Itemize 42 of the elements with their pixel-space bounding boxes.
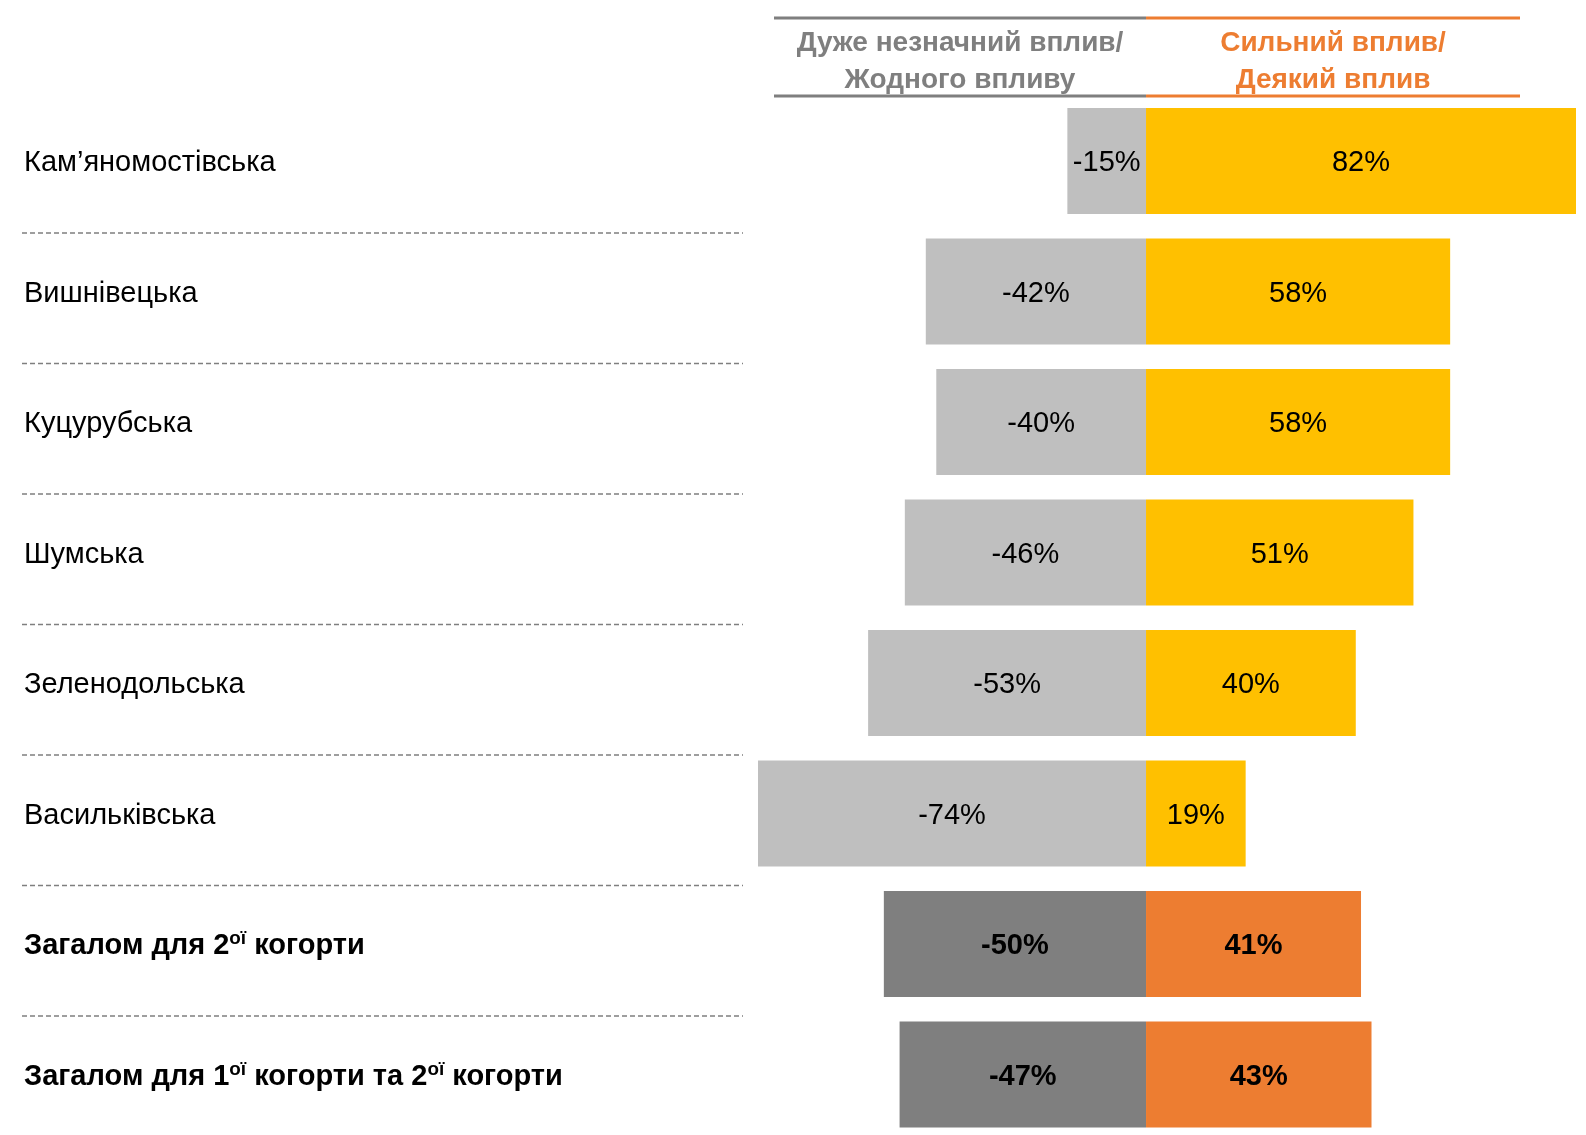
data-label: 40% <box>1221 667 1280 699</box>
bar <box>1146 108 1576 214</box>
data-label: -46% <box>991 536 1060 569</box>
data-label: 82% <box>1331 145 1391 177</box>
y-tick-label: Кам’яномостівська <box>24 145 277 177</box>
bar <box>1146 630 1356 736</box>
data-label: 58% <box>1269 406 1328 438</box>
series-label: Дуже незначний вплив/ Жодного впливу <box>796 26 1124 94</box>
series-label: Сильний вплив/ Деякий вплив <box>1220 26 1447 94</box>
data-label: -40% <box>1007 406 1076 438</box>
data-label: 43% <box>1229 1058 1288 1091</box>
bar <box>1146 499 1414 606</box>
bar <box>1146 238 1451 345</box>
bar <box>936 369 1147 475</box>
bar <box>1146 891 1362 997</box>
data-label: 51% <box>1250 536 1309 569</box>
bar <box>868 630 1147 736</box>
y-tick-label: Куцурубська <box>24 406 194 438</box>
data-label: -47% <box>988 1058 1057 1091</box>
bar <box>899 1021 1147 1128</box>
data-label: -50% <box>981 928 1049 960</box>
data-label: 41% <box>1224 928 1283 960</box>
data-label: 58% <box>1269 275 1328 308</box>
bar <box>1067 108 1147 214</box>
data-label: -74% <box>918 797 986 830</box>
y-tick-label: Загалом для 1$^{ої}$ когорти та 2$^{ої}$ когорти <box>24 1057 563 1091</box>
bar <box>904 499 1147 606</box>
data-label: -53% <box>973 667 1041 699</box>
y-tick-label: Зеленодольська <box>24 667 246 699</box>
bar <box>883 891 1147 997</box>
y-tick-label: Вишнівецька <box>24 275 199 308</box>
data-label: -42% <box>1002 275 1070 308</box>
bar <box>758 760 1147 867</box>
bar <box>1146 369 1451 475</box>
y-tick-label: Шумська <box>24 536 145 569</box>
data-label: -15% <box>1072 145 1141 177</box>
y-tick-label: Васильківська <box>24 797 217 830</box>
y-tick-label: Загалом для 2$^{ої}$ когорти <box>24 926 365 960</box>
data-label: 19% <box>1166 797 1225 830</box>
bar <box>925 238 1147 345</box>
bar <box>1146 1021 1372 1128</box>
bar <box>1146 760 1246 867</box>
